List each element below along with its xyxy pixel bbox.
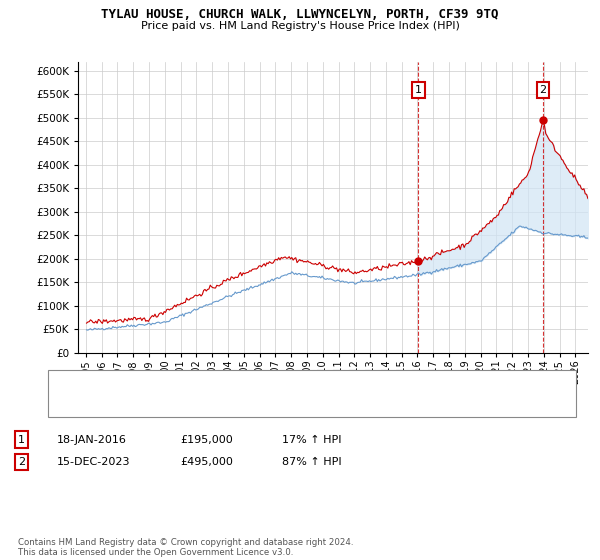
- Text: Price paid vs. HM Land Registry's House Price Index (HPI): Price paid vs. HM Land Registry's House …: [140, 21, 460, 31]
- Text: TYLAU HOUSE, CHURCH WALK, LLWYNCELYN, PORTH, CF39 9TQ: TYLAU HOUSE, CHURCH WALK, LLWYNCELYN, PO…: [101, 8, 499, 21]
- Text: 1: 1: [18, 435, 25, 445]
- Text: HPI: Average price, detached house, Rhondda Cynon Taf: HPI: Average price, detached house, Rhon…: [87, 399, 355, 408]
- Text: £195,000: £195,000: [180, 435, 233, 445]
- Text: 87% ↑ HPI: 87% ↑ HPI: [282, 457, 341, 467]
- Text: 18-JAN-2016: 18-JAN-2016: [57, 435, 127, 445]
- Text: £495,000: £495,000: [180, 457, 233, 467]
- Text: TYLAU HOUSE, CHURCH WALK, LLWYNCELYN, PORTH, CF39 9TQ (detached house): TYLAU HOUSE, CHURCH WALK, LLWYNCELYN, PO…: [87, 379, 473, 389]
- Text: 2: 2: [539, 85, 547, 95]
- Text: 2: 2: [18, 457, 25, 467]
- Text: 1: 1: [415, 85, 422, 95]
- Text: 15-DEC-2023: 15-DEC-2023: [57, 457, 131, 467]
- Text: 17% ↑ HPI: 17% ↑ HPI: [282, 435, 341, 445]
- Text: Contains HM Land Registry data © Crown copyright and database right 2024.
This d: Contains HM Land Registry data © Crown c…: [18, 538, 353, 557]
